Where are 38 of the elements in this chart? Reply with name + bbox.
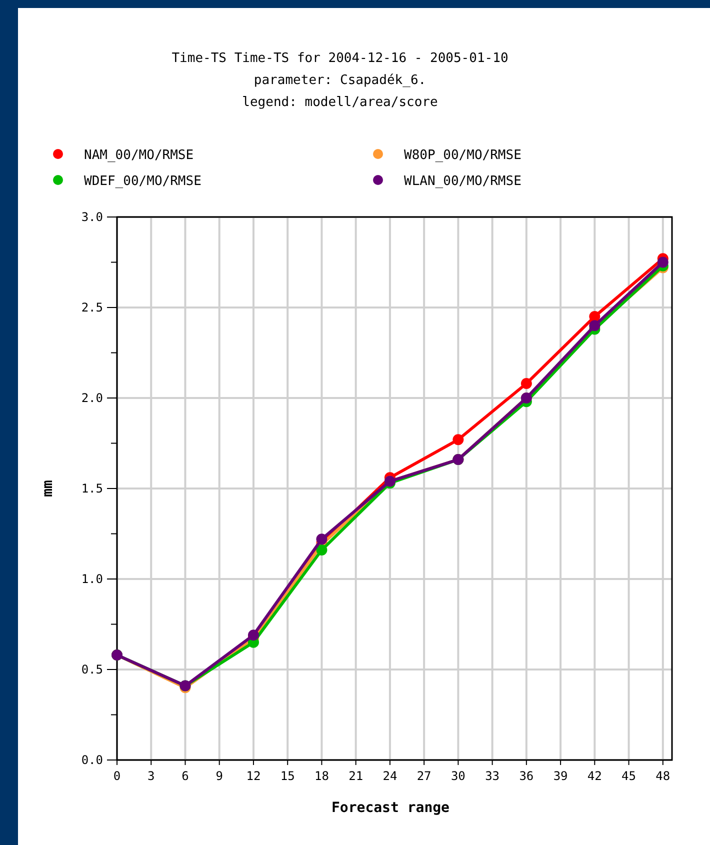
x-tick-label: 27 — [416, 769, 432, 783]
y-axis-title: mm — [40, 480, 56, 497]
x-tick-label: 33 — [485, 769, 500, 783]
legend-label: W80P_00/MO/RMSE — [404, 148, 522, 163]
point — [316, 534, 328, 545]
legend-label: WLAN_00/MO/RMSE — [404, 174, 522, 189]
chart-title: Time-TS Time-TS for 2004-12-16 - 2005-01-10 — [172, 51, 508, 66]
x-axis-title: Forecast range — [331, 800, 450, 816]
x-tick-label: 6 — [182, 769, 189, 783]
x-tick-label: 15 — [280, 769, 295, 783]
x-tick-label: 24 — [382, 769, 398, 783]
point — [452, 434, 464, 446]
y-tick-label: 3.0 — [81, 210, 103, 224]
x-tick-label: 3 — [148, 769, 155, 783]
x-tick-label: 21 — [348, 769, 364, 783]
y-tick-label: 2.5 — [81, 300, 103, 314]
x-tick-label: 36 — [519, 769, 534, 783]
x-tick-label: 42 — [587, 769, 602, 783]
x-tick-label: 12 — [246, 769, 261, 783]
y-tick-label: 0.0 — [81, 753, 103, 767]
x-tick-label: 45 — [622, 769, 636, 783]
y-tick-label: 2.0 — [81, 391, 103, 405]
point — [657, 256, 668, 268]
x-tick-label: 30 — [450, 769, 466, 783]
legend-label: NAM_00/MO/RMSE — [84, 148, 194, 163]
x-tick-label: 18 — [314, 769, 329, 783]
y-tick-label: 0.5 — [81, 662, 103, 676]
x-tick-label: 48 — [656, 769, 670, 783]
point — [316, 544, 328, 556]
y-tick-label: 1.0 — [81, 572, 103, 586]
x-tick-label: 0 — [113, 769, 121, 783]
legend-label: WDEF_00/MO/RMSE — [84, 174, 202, 189]
x-tick-label: 39 — [553, 769, 568, 783]
point — [520, 378, 532, 390]
point — [589, 311, 600, 322]
y-tick-label: 1.5 — [81, 482, 103, 496]
chart-subtitle: parameter: Csapadék_6. legend: modell/area/score — [242, 73, 438, 110]
x-tick-label: 9 — [216, 769, 223, 783]
